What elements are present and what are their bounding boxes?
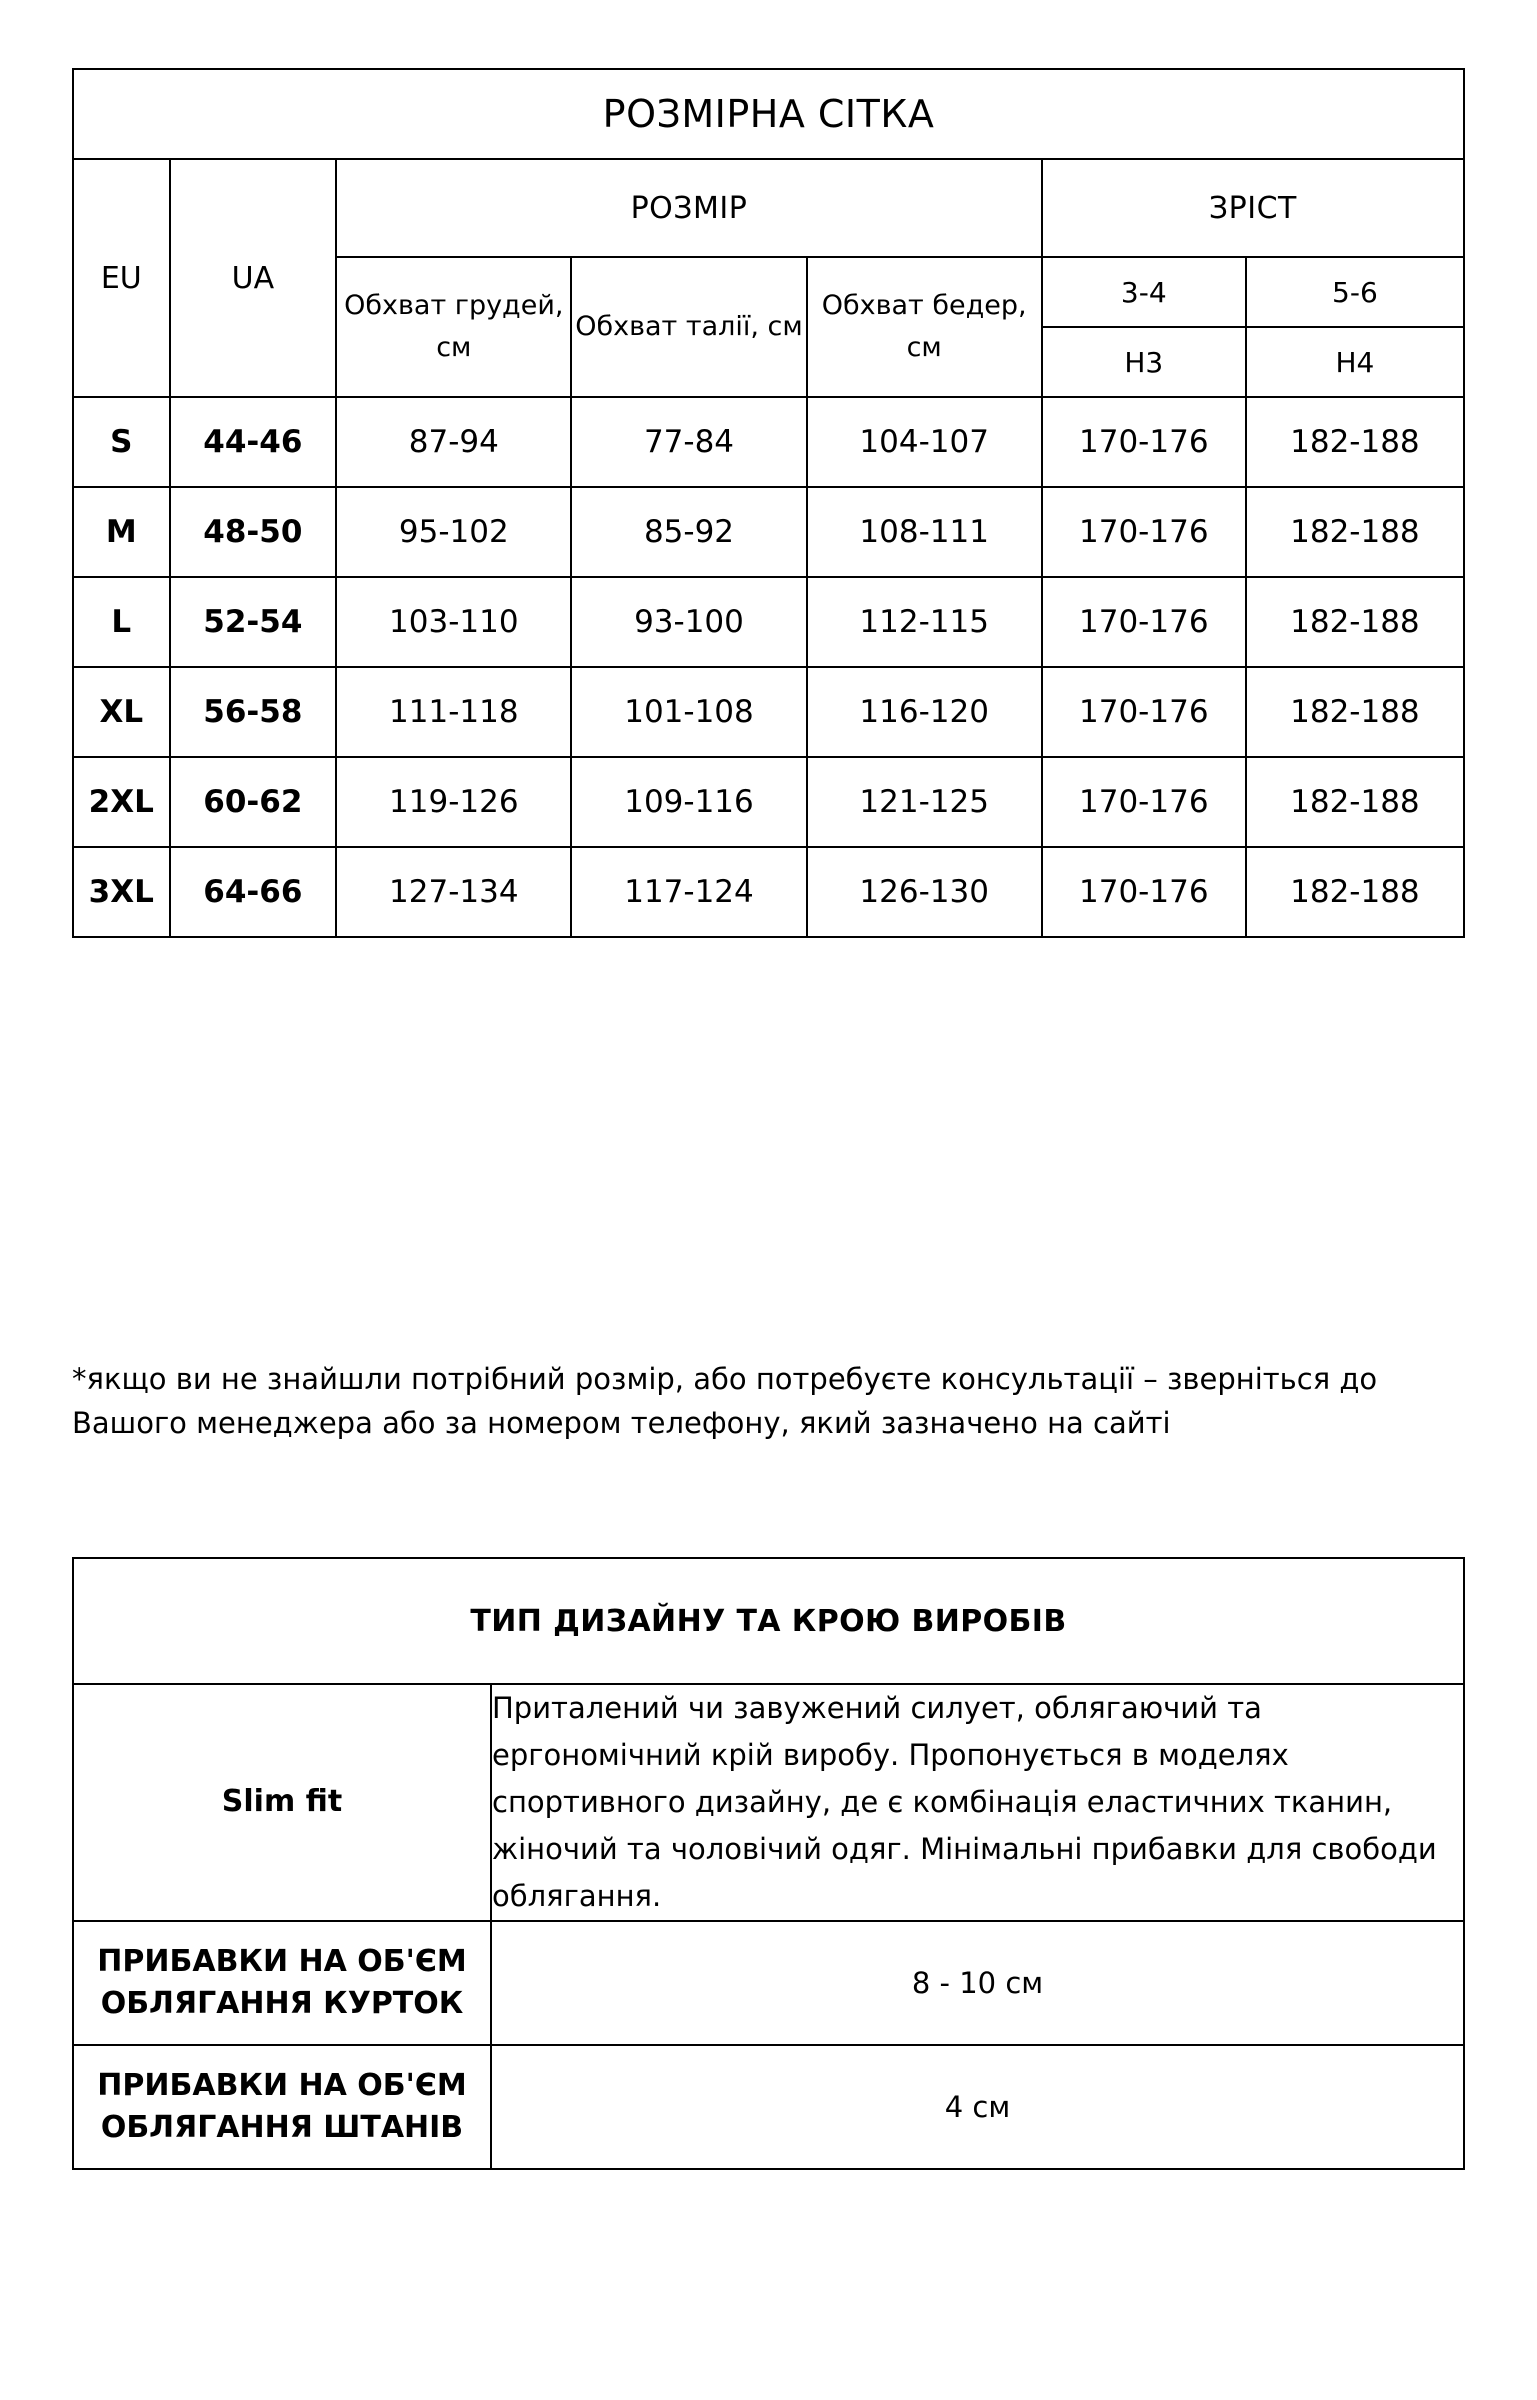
height-group-2-code: Н4 bbox=[1244, 326, 1466, 398]
cell-chest: 111-118 bbox=[335, 666, 573, 758]
table-row: M 48-50 95-102 85-92 108-111 170-176 182… bbox=[72, 486, 1466, 578]
height-group-2-top: 5-6 bbox=[1244, 256, 1466, 328]
cell-size-ua: 48-50 bbox=[168, 486, 338, 578]
table-row: S 44-46 87-94 77-84 104-107 170-176 182-… bbox=[72, 396, 1466, 488]
cell-size-ua: 52-54 bbox=[168, 576, 338, 668]
cell-hips: 116-120 bbox=[805, 666, 1043, 758]
cell-waist: 93-100 bbox=[570, 576, 808, 668]
table-row: 2XL 60-62 119-126 109-116 121-125 170-17… bbox=[72, 756, 1466, 848]
fit-title-row: ТИП ДИЗАЙНУ ТА КРОЮ ВИРОБІВ bbox=[72, 1557, 1465, 1685]
column-header-waist: Обхват талії, см bbox=[570, 256, 808, 398]
cell-size-eu: 2XL bbox=[72, 756, 171, 848]
cell-size-ua: 56-58 bbox=[168, 666, 338, 758]
cell-size-ua: 44-46 bbox=[168, 396, 338, 488]
allowance-value-pants: 4 см bbox=[490, 2043, 1465, 2170]
cell-waist: 117-124 bbox=[570, 846, 808, 938]
column-header-eu: EU bbox=[72, 158, 171, 398]
cell-height-h3: 170-176 bbox=[1040, 756, 1247, 848]
size-chart-table: РОЗМІРНА СІТКА EU UA РОЗМІР ЗРІСТ Обхват… bbox=[72, 68, 1466, 938]
cell-size-eu: S bbox=[72, 396, 171, 488]
allowance-label-jackets: ПРИБАВКИ НА ОБ'ЄМ ОБЛЯГАННЯ КУРТОК bbox=[72, 1919, 492, 2046]
cell-waist: 77-84 bbox=[570, 396, 808, 488]
cell-height-h4: 182-188 bbox=[1244, 486, 1466, 578]
size-chart-footnote: *якщо ви не знайшли потрібний розмір, аб… bbox=[72, 1362, 1378, 1441]
table-row: L 52-54 103-110 93-100 112-115 170-176 1… bbox=[72, 576, 1466, 668]
cell-chest: 87-94 bbox=[335, 396, 573, 488]
cell-height-h3: 170-176 bbox=[1040, 486, 1247, 578]
cell-size-ua: 64-66 bbox=[168, 846, 338, 938]
allowance-label-pants: ПРИБАВКИ НА ОБ'ЄМ ОБЛЯГАННЯ ШТАНІВ bbox=[72, 2043, 492, 2170]
cell-hips: 108-111 bbox=[805, 486, 1043, 578]
cell-size-eu: M bbox=[72, 486, 171, 578]
height-group-1-code: Н3 bbox=[1040, 326, 1247, 398]
cell-waist: 109-116 bbox=[570, 756, 808, 848]
column-header-hips: Обхват бедер, см bbox=[805, 256, 1043, 398]
cell-hips: 112-115 bbox=[805, 576, 1043, 668]
cell-height-h4: 182-188 bbox=[1244, 396, 1466, 488]
table-row: 3XL 64-66 127-134 117-124 126-130 170-17… bbox=[72, 846, 1466, 938]
cell-chest: 119-126 bbox=[335, 756, 573, 848]
column-header-ua: UA bbox=[168, 158, 338, 398]
cell-hips: 121-125 bbox=[805, 756, 1043, 848]
fit-name-label: Slim fit bbox=[72, 1683, 492, 1922]
cell-height-h4: 182-188 bbox=[1244, 756, 1466, 848]
cell-height-h3: 170-176 bbox=[1040, 396, 1247, 488]
table-title-row: РОЗМІРНА СІТКА bbox=[72, 68, 1465, 160]
cell-waist: 101-108 bbox=[570, 666, 808, 758]
height-group-1-top: 3-4 bbox=[1040, 256, 1247, 328]
cell-waist: 85-92 bbox=[570, 486, 808, 578]
cell-height-h4: 182-188 bbox=[1244, 846, 1466, 938]
fit-type-table-container: ТИП ДИЗАЙНУ ТА КРОЮ ВИРОБІВ Slim fit При… bbox=[72, 1557, 1465, 2170]
size-chart-table-container: РОЗМІРНА СІТКА EU UA РОЗМІР ЗРІСТ Обхват… bbox=[72, 68, 1466, 938]
fit-description-text: Приталений чи завужений силует, облягаюч… bbox=[490, 1683, 1465, 1922]
cell-chest: 127-134 bbox=[335, 846, 573, 938]
cell-chest: 95-102 bbox=[335, 486, 573, 578]
cell-hips: 104-107 bbox=[805, 396, 1043, 488]
cell-height-h3: 170-176 bbox=[1040, 846, 1247, 938]
measurement-header-row: Обхват грудей, см Обхват талії, см Обхва… bbox=[73, 256, 1466, 398]
table-row: XL 56-58 111-118 101-108 116-120 170-176… bbox=[72, 666, 1466, 758]
cell-size-eu: XL bbox=[72, 666, 171, 758]
allowance-row-pants: ПРИБАВКИ НА ОБ'ЄМ ОБЛЯГАННЯ ШТАНІВ 4 см bbox=[72, 2043, 1465, 2170]
cell-chest: 103-110 bbox=[335, 576, 573, 668]
cell-hips: 126-130 bbox=[805, 846, 1043, 938]
page-title: РОЗМІРНА СІТКА bbox=[72, 68, 1465, 160]
cell-size-eu: L bbox=[72, 576, 171, 668]
fit-description-row: Slim fit Приталений чи завужений силует,… bbox=[72, 1683, 1465, 1922]
group-header-height: ЗРІСТ bbox=[1040, 158, 1466, 258]
allowance-value-jackets: 8 - 10 см bbox=[490, 1919, 1465, 2046]
fit-type-table: ТИП ДИЗАЙНУ ТА КРОЮ ВИРОБІВ Slim fit При… bbox=[72, 1557, 1465, 2170]
allowance-row-jackets: ПРИБАВКИ НА ОБ'ЄМ ОБЛЯГАННЯ КУРТОК 8 - 1… bbox=[72, 1919, 1465, 2046]
height-code-row: Н3 Н4 bbox=[73, 326, 1466, 398]
cell-size-ua: 60-62 bbox=[168, 756, 338, 848]
fit-table-title: ТИП ДИЗАЙНУ ТА КРОЮ ВИРОБІВ bbox=[72, 1557, 1465, 1685]
cell-height-h3: 170-176 bbox=[1040, 576, 1247, 668]
group-header-row: EU UA РОЗМІР ЗРІСТ bbox=[72, 158, 1466, 398]
cell-height-h3: 170-176 bbox=[1040, 666, 1247, 758]
cell-height-h4: 182-188 bbox=[1244, 666, 1466, 758]
cell-size-eu: 3XL bbox=[72, 846, 171, 938]
group-header-size: РОЗМІР bbox=[335, 158, 1043, 258]
column-header-chest: Обхват грудей, см bbox=[335, 256, 573, 398]
cell-height-h4: 182-188 bbox=[1244, 576, 1466, 668]
